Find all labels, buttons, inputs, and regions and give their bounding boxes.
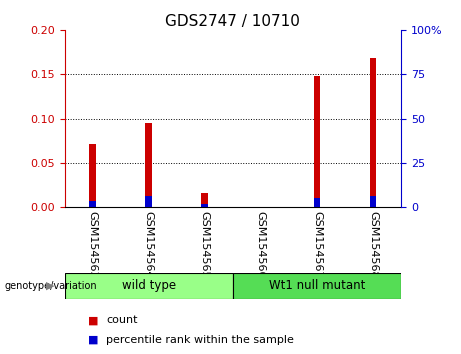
Text: count: count (106, 315, 137, 325)
Text: genotype/variation: genotype/variation (5, 281, 97, 291)
Bar (145, 123, 152, 207)
Text: GSM154565: GSM154565 (200, 211, 210, 278)
Text: GSM154563: GSM154563 (88, 211, 98, 278)
Bar (65, 273, 233, 299)
Text: ■: ■ (88, 335, 98, 345)
Text: ■: ■ (88, 315, 98, 325)
Text: GSM154568: GSM154568 (368, 211, 378, 278)
Bar (370, 58, 376, 207)
Bar (313, 76, 320, 207)
Text: ▶: ▶ (47, 281, 55, 291)
Bar (313, 198, 320, 207)
Bar (370, 196, 376, 207)
Text: GSM154566: GSM154566 (256, 211, 266, 278)
Bar (233, 273, 401, 299)
Bar (201, 205, 208, 207)
Title: GDS2747 / 10710: GDS2747 / 10710 (165, 14, 300, 29)
Bar (145, 196, 152, 207)
Text: GSM154567: GSM154567 (312, 211, 322, 278)
Text: percentile rank within the sample: percentile rank within the sample (106, 335, 294, 345)
Bar (89, 201, 96, 207)
Text: GSM154564: GSM154564 (144, 211, 154, 278)
Bar (89, 144, 96, 207)
Text: Wt1 null mutant: Wt1 null mutant (269, 279, 365, 292)
Bar (201, 193, 208, 207)
Text: wild type: wild type (122, 279, 176, 292)
